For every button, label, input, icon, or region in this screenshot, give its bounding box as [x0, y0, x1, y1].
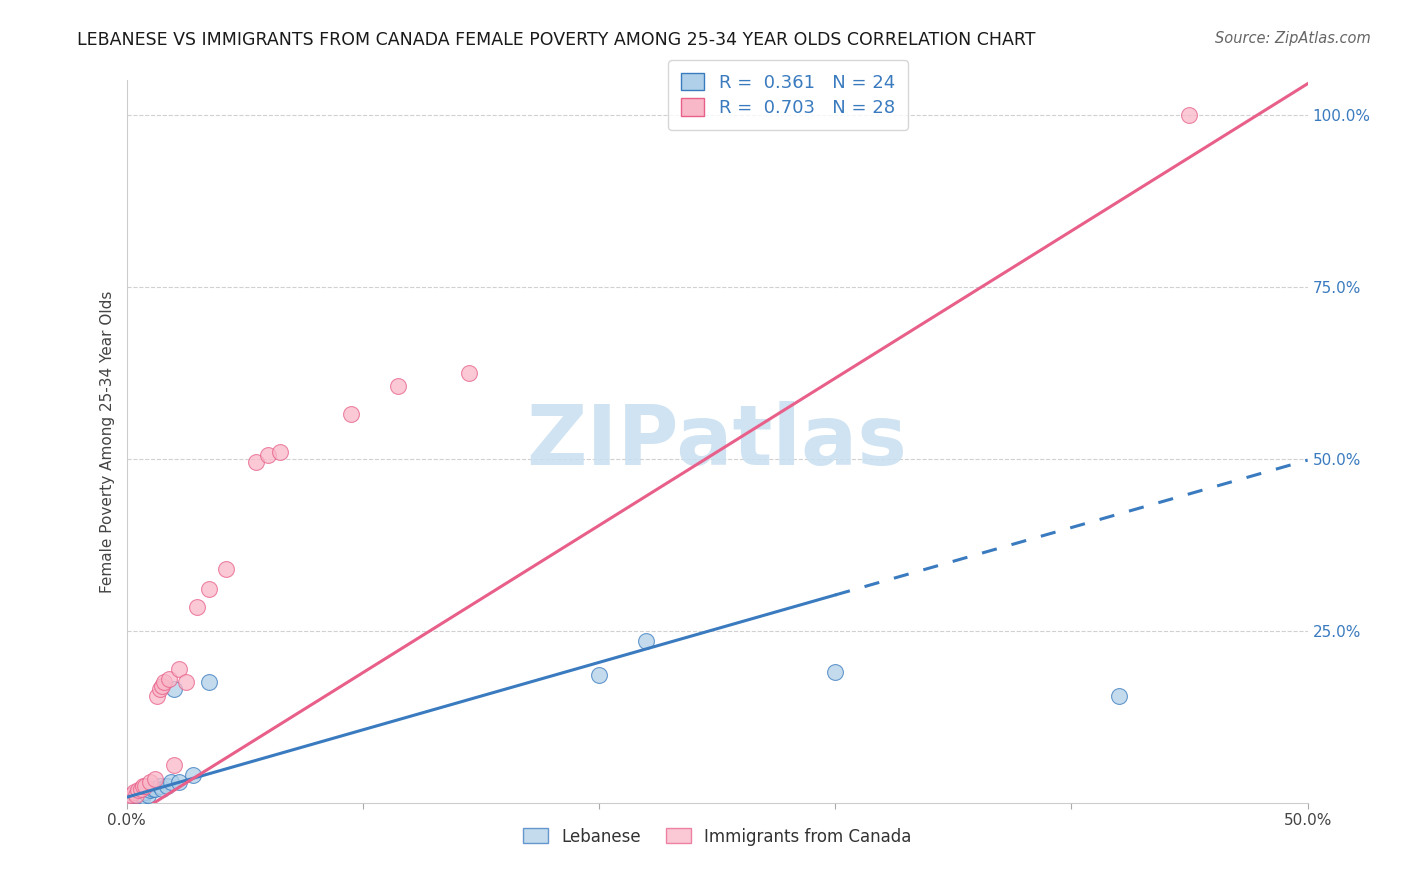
Point — [257, 448, 280, 462]
Point — [143, 772, 166, 786]
Point — [153, 675, 176, 690]
Point — [141, 782, 163, 797]
Point — [125, 788, 148, 802]
Point — [120, 788, 142, 802]
Text: LEBANESE VS IMMIGRANTS FROM CANADA FEMALE POVERTY AMONG 25-34 YEAR OLDS CORRELAT: LEBANESE VS IMMIGRANTS FROM CANADA FEMAL… — [77, 31, 1036, 49]
Point — [163, 758, 186, 772]
Point — [160, 775, 183, 789]
Point — [134, 779, 156, 793]
Point — [1108, 689, 1130, 703]
Point — [186, 599, 208, 614]
Text: Source: ZipAtlas.com: Source: ZipAtlas.com — [1215, 31, 1371, 46]
Point — [245, 455, 267, 469]
Point — [115, 789, 138, 803]
Text: ZIPatlas: ZIPatlas — [527, 401, 907, 482]
Point — [132, 789, 155, 803]
Point — [387, 379, 409, 393]
Point — [129, 782, 152, 797]
Point — [129, 789, 152, 803]
Point — [150, 679, 173, 693]
Point — [120, 789, 142, 803]
Point — [134, 785, 156, 799]
Point — [269, 445, 291, 459]
Point — [122, 788, 145, 802]
Point — [198, 582, 221, 597]
Point — [149, 779, 172, 793]
Point — [150, 782, 173, 797]
Point — [146, 689, 169, 703]
Point — [181, 768, 204, 782]
Point — [149, 682, 172, 697]
Point — [167, 775, 190, 789]
Point — [157, 672, 180, 686]
Point — [156, 779, 179, 793]
Point — [127, 785, 149, 799]
Point — [167, 662, 190, 676]
Point — [174, 675, 197, 690]
Point — [198, 675, 221, 690]
Point — [122, 785, 145, 799]
Point — [125, 788, 148, 802]
Point — [215, 562, 238, 576]
Point — [115, 789, 138, 803]
Point — [139, 775, 162, 789]
Point — [139, 783, 162, 797]
Point — [824, 665, 846, 679]
Point — [136, 788, 159, 802]
Point — [340, 407, 363, 421]
Point — [127, 783, 149, 797]
Y-axis label: Female Poverty Among 25-34 Year Olds: Female Poverty Among 25-34 Year Olds — [100, 291, 115, 592]
Point — [588, 668, 610, 682]
Point — [163, 682, 186, 697]
Point — [1178, 108, 1201, 122]
Point — [143, 782, 166, 797]
Point — [132, 779, 155, 793]
Point — [458, 366, 481, 380]
Point — [636, 634, 658, 648]
Legend: Lebanese, Immigrants from Canada: Lebanese, Immigrants from Canada — [516, 821, 918, 852]
